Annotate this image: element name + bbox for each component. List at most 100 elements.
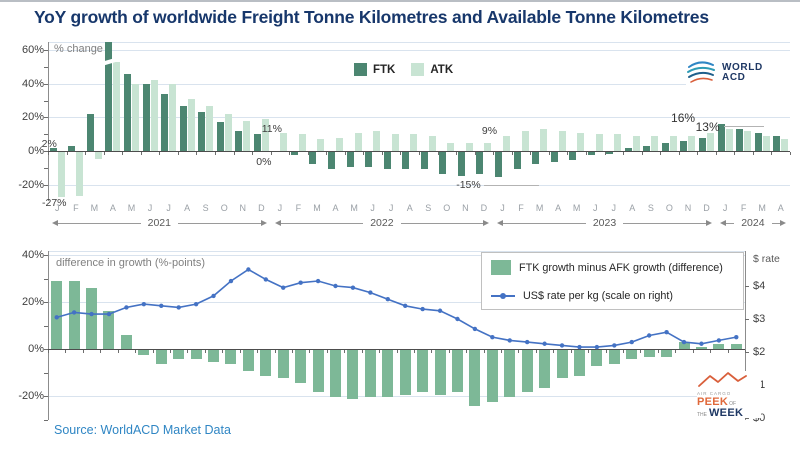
- rate-line-chart: [54, 267, 739, 350]
- top-month-tick: [548, 152, 550, 155]
- month-label: N: [462, 203, 469, 213]
- atk-bar-m28: [577, 132, 585, 151]
- annotation--15pct: -15%: [456, 179, 481, 192]
- bottom-chart-axis-label: difference in growth (%-points): [56, 257, 205, 269]
- difference-bar-m32: [608, 350, 620, 365]
- difference-swatch-icon: [491, 260, 511, 275]
- bottom-ytick-20: 20%: [21, 296, 44, 308]
- atk-bar-m23: [484, 142, 492, 151]
- year-arrow-part: [400, 222, 484, 224]
- bottom-month-tick: [657, 350, 659, 353]
- ftk-bar-m17: [365, 152, 373, 168]
- month-label: D: [703, 203, 710, 213]
- top-chart-legend: FTK ATK: [354, 63, 453, 76]
- month-label: J: [166, 203, 171, 213]
- bottom-chart-legend: FTK growth minus AFK growth (difference)…: [481, 252, 744, 310]
- legend-item-atk: ATK: [411, 63, 453, 76]
- ftk-bar-m39: [773, 135, 781, 151]
- bottom-month-tick: [431, 350, 433, 353]
- year-arrow-part: [725, 222, 735, 224]
- year-span-2021: 2021: [52, 217, 267, 229]
- difference-bar-m9: [208, 350, 220, 362]
- year-arrow-part: [274, 220, 281, 226]
- ftk-bar-m7: [179, 105, 187, 151]
- top-month-tick: [344, 152, 346, 155]
- top-y-minortick: [44, 151, 48, 152]
- ftk-bar-m4: [123, 73, 131, 151]
- annotation-11pct: 11%: [261, 122, 282, 135]
- bottom-month-tick: [187, 350, 189, 353]
- ftk-bar-m35: [699, 137, 707, 151]
- difference-bar-m22: [434, 350, 446, 395]
- bottom-y-axis: [48, 251, 49, 420]
- difference-bar-m5: [138, 350, 150, 355]
- top-month-tick: [530, 152, 532, 155]
- peek-of-the-week-logo: AIR CARGO PEEK OF THE WEEK: [697, 371, 761, 419]
- bottom-month-tick: [309, 350, 311, 353]
- top-month-tick: [289, 152, 291, 155]
- peek-wordmark-row2: THE WEEK: [697, 407, 744, 419]
- atk-bar-m31: [632, 135, 640, 151]
- atk-bar-m39: [781, 139, 789, 151]
- difference-bar-m11: [242, 350, 254, 372]
- top-month-tick: [456, 152, 458, 155]
- atk-bar-m4: [131, 83, 139, 151]
- bottom-gridline--20: [48, 396, 745, 397]
- top-month-tick: [790, 152, 791, 155]
- top-month-tick: [567, 152, 569, 155]
- atk-bar-m7: [187, 98, 195, 151]
- year-span-2024: 2024: [719, 217, 786, 229]
- year-arrow-part: [623, 222, 706, 224]
- top-month-tick: [66, 152, 68, 155]
- top-month-tick: [270, 152, 272, 155]
- bottom-month-tick: [553, 350, 555, 353]
- ftk-bar-m14: [309, 152, 317, 164]
- bottom-ytick--20: -20%: [18, 390, 44, 402]
- rate-axis: [745, 251, 746, 420]
- difference-bar-m20: [399, 350, 411, 395]
- annotation-2pct: 2%: [41, 137, 57, 150]
- top-month-tick: [771, 152, 773, 155]
- atk-legend-label: ATK: [430, 63, 454, 76]
- ftk-bar-m0: [49, 147, 57, 151]
- month-label: N: [684, 203, 692, 213]
- month-label: A: [332, 203, 339, 213]
- top-gridline--20: [48, 184, 790, 186]
- difference-bar-m4: [120, 334, 132, 349]
- rate-tick-2: [745, 352, 749, 353]
- atk-bar-m21: [447, 142, 455, 151]
- difference-bar-m31: [591, 350, 603, 367]
- rate-legend-label: US$ rate per kg (scale on right): [523, 290, 674, 302]
- atk-bar-m13: [298, 134, 306, 151]
- ftk-swatch-icon: [354, 63, 367, 76]
- annotation-13pct: 13%: [695, 120, 720, 135]
- month-label: M: [758, 203, 766, 213]
- year-arrow-part: [58, 222, 141, 224]
- ftk-bar-m37: [736, 129, 744, 151]
- top-y-minortick: [44, 67, 48, 68]
- difference-bar-m12: [260, 350, 272, 376]
- year-label: 2023: [592, 217, 617, 229]
- legend-item-difference: FTK growth minus AFK growth (difference): [491, 260, 734, 275]
- difference-bar-m29: [556, 350, 568, 379]
- difference-bar-m28: [539, 350, 551, 388]
- month-label: J: [611, 203, 617, 213]
- bottom-ytick-0: 0%: [28, 343, 44, 355]
- zigzag-chart-icon: [697, 371, 749, 388]
- month-label: F: [295, 203, 302, 213]
- bottom-month-tick: [222, 350, 224, 353]
- bottom-month-tick: [204, 350, 206, 353]
- year-span-2023: 2023: [497, 217, 712, 229]
- difference-bar-m23: [451, 350, 463, 393]
- atk-bar-m35: [707, 132, 715, 151]
- top-month-tick: [697, 152, 699, 155]
- ftk-bar-m25: [513, 152, 521, 169]
- atk-bar-m5: [150, 80, 158, 151]
- difference-bar-m8: [190, 350, 202, 360]
- top-zero-line: [48, 151, 790, 152]
- month-label: F: [740, 203, 747, 213]
- ftk-bar-m13: [290, 152, 298, 156]
- year-span-2022: 2022: [274, 217, 490, 229]
- atk-bar-m38: [762, 135, 770, 151]
- year-arrow-part: [771, 222, 780, 224]
